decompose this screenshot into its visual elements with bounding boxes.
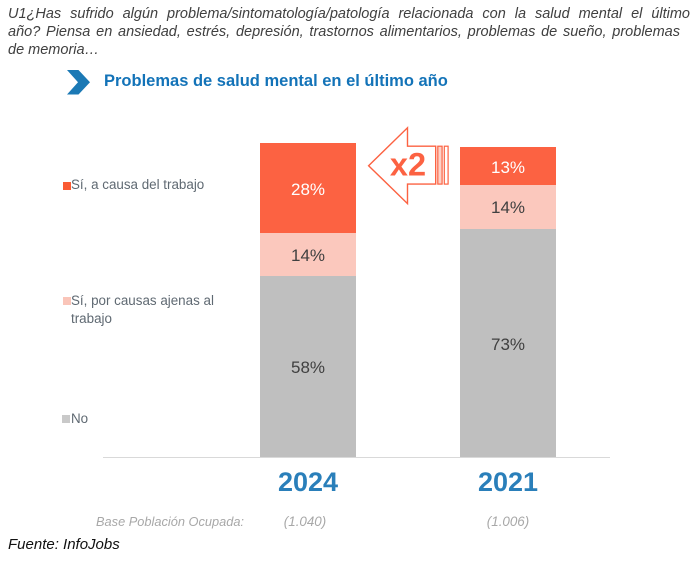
svg-text:x2: x2 xyxy=(390,147,426,183)
